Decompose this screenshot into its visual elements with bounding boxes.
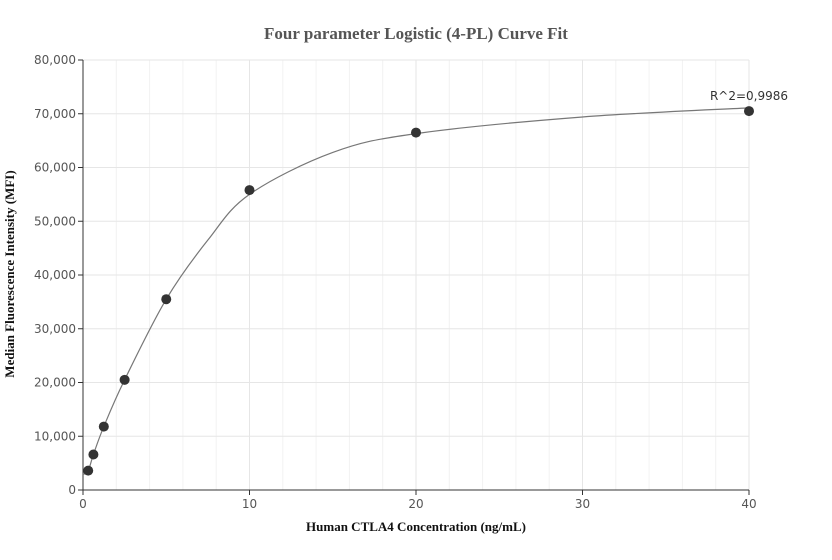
data-point [744,106,754,117]
data-point [244,185,255,196]
x-tick-label: 0 [79,497,87,511]
data-point [88,449,99,460]
x-tick-label: 10 [242,497,257,511]
r-squared-annotation: R^2=0,9986 [710,89,788,103]
x-axis-title: Human CTLA4 Concentration (ng/mL) [306,519,526,534]
data-point [119,374,130,385]
y-tick-label: 70,000 [34,107,76,121]
data-point [161,294,172,305]
chart-title: Four parameter Logistic (4-PL) Curve Fit [264,24,568,43]
y-tick-label: 40,000 [34,268,76,282]
y-tick-label: 30,000 [34,322,76,336]
x-tick-label: 40 [741,497,756,511]
data-point [83,465,94,476]
y-tick-label: 10,000 [34,429,76,443]
y-tick-label: 0 [68,483,76,497]
x-tick-label: 20 [408,497,423,511]
y-tick-label: 60,000 [34,161,76,175]
y-tick-label: 50,000 [34,214,76,228]
y-axis-title: Median Fluorescence Intensity (MFI) [2,170,17,377]
y-tick-label: 80,000 [34,53,76,67]
x-tick-label: 30 [575,497,590,511]
data-points [83,106,754,476]
data-point [98,421,109,432]
tick-labels: 0 10,000 20,000 30,000 40,000 50,000 60,000 70,… [34,53,757,511]
grid-lines [83,59,750,490]
data-point [411,127,421,138]
y-tick-label: 20,000 [34,376,76,390]
axes [78,59,750,495]
